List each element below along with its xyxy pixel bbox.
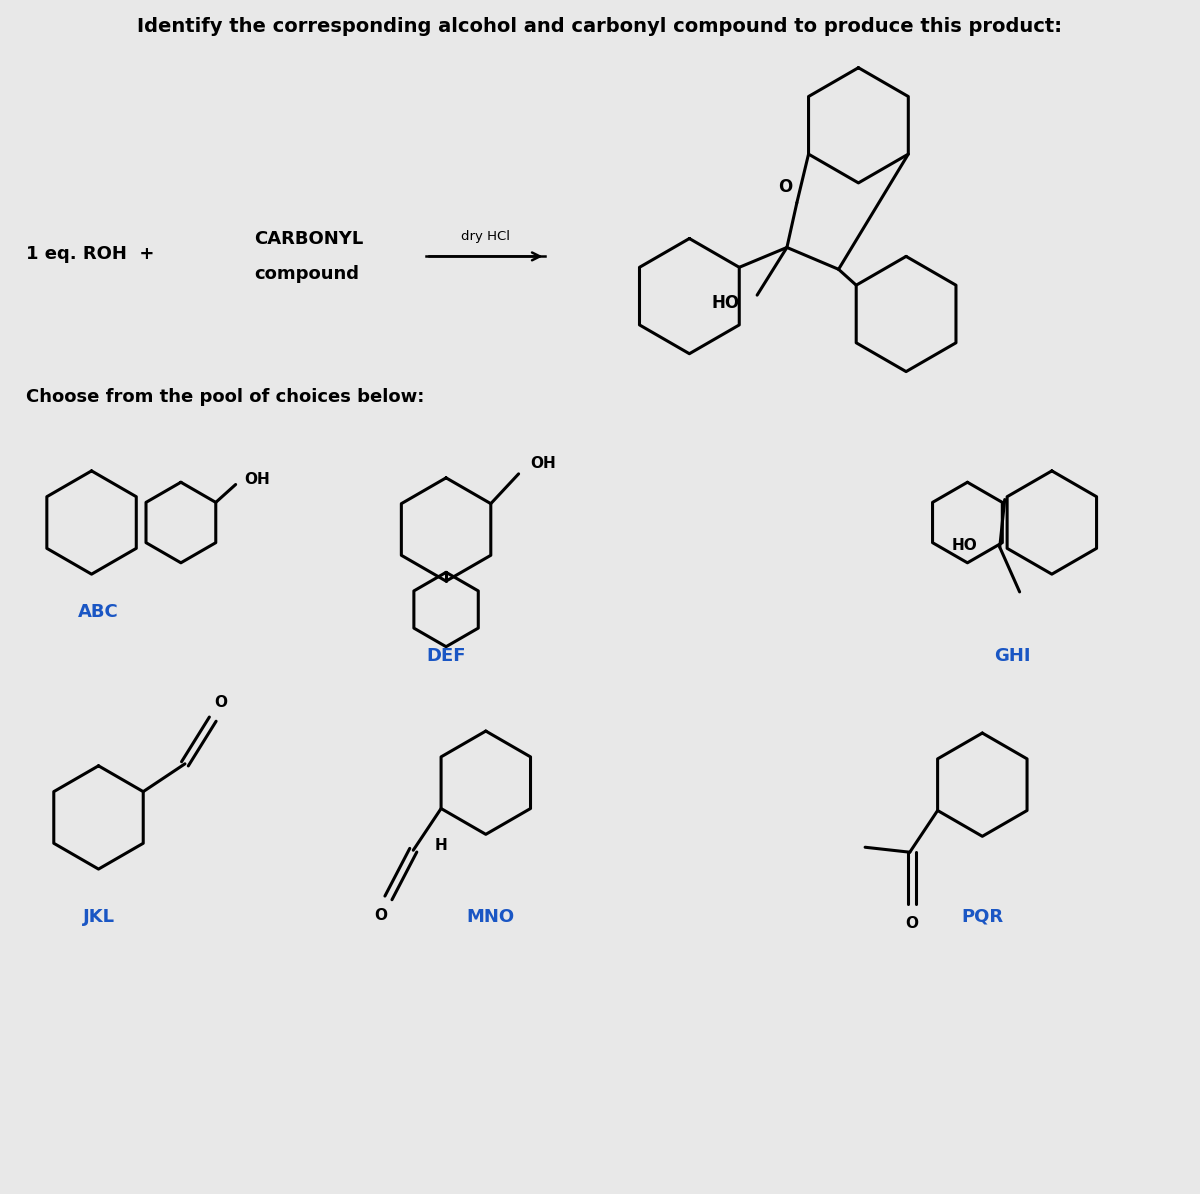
Text: CARBONYL: CARBONYL <box>254 229 364 247</box>
Text: HO: HO <box>712 294 739 312</box>
Text: GHI: GHI <box>994 647 1031 665</box>
Text: OH: OH <box>530 456 557 472</box>
Text: MNO: MNO <box>467 907 515 925</box>
Text: OH: OH <box>245 472 270 487</box>
Text: O: O <box>374 909 388 923</box>
Text: JKL: JKL <box>83 907 114 925</box>
Text: H: H <box>434 838 448 853</box>
Text: dry HCl: dry HCl <box>461 230 510 244</box>
Text: compound: compound <box>254 265 360 283</box>
Text: 1 eq. ROH  +: 1 eq. ROH + <box>26 246 155 264</box>
Text: Choose from the pool of choices below:: Choose from the pool of choices below: <box>26 388 425 406</box>
Text: Identify the corresponding alcohol and carbonyl compound to produce this product: Identify the corresponding alcohol and c… <box>138 17 1062 36</box>
Text: PQR: PQR <box>961 907 1003 925</box>
Text: ABC: ABC <box>78 603 119 621</box>
Text: HO: HO <box>952 537 978 553</box>
Text: DEF: DEF <box>426 647 466 665</box>
Text: O: O <box>905 916 918 931</box>
Text: O: O <box>214 695 227 709</box>
Text: O: O <box>778 178 792 196</box>
